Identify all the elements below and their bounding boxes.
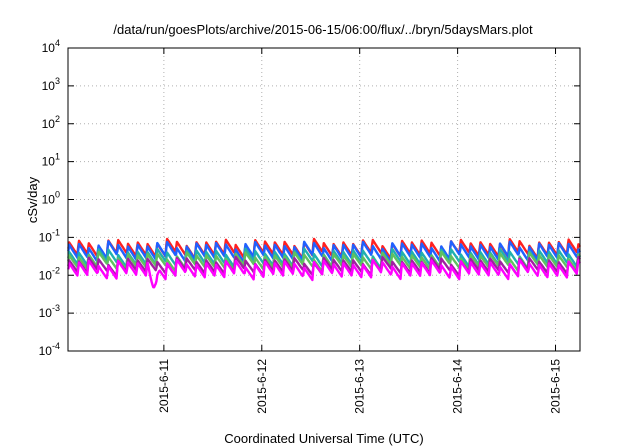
- gridlines: [68, 48, 580, 351]
- y-tick-label: 103: [42, 76, 60, 93]
- x-axis-label: Coordinated Universal Time (UTC): [224, 431, 423, 446]
- y-tick-label: 10-4: [39, 341, 60, 358]
- y-tick-label: 101: [42, 152, 60, 169]
- x-tick-label: 2015-6-13: [353, 359, 367, 414]
- y-tick-label: 100: [42, 190, 60, 207]
- series-line: [67, 237, 582, 261]
- series-line: [67, 258, 581, 289]
- y-axis-label: cSv/day: [25, 176, 40, 223]
- y-tick-label: 104: [42, 38, 60, 55]
- x-tick-label: 2015-6-15: [549, 359, 563, 414]
- series-line: [67, 250, 581, 273]
- y-tick-label: 10-3: [39, 303, 60, 320]
- y-axis: 10-4 10-3 10-2 10-1 100 101 102 103 104: [39, 38, 580, 358]
- series-line: [67, 240, 582, 264]
- series-line: [67, 255, 581, 278]
- y-tick-label: 102: [42, 114, 60, 131]
- chart-title: /data/run/goesPlots/archive/2015-06-15/0…: [113, 22, 533, 37]
- x-tick-label: 2015-6-12: [255, 359, 269, 414]
- x-axis: 2015-6-11 2015-6-12 2015-6-13 2015-6-14 2015…: [157, 48, 563, 414]
- y-tick-label: 10-2: [39, 265, 60, 282]
- x-tick-label: 2015-6-11: [157, 359, 171, 413]
- y-tick-label: 10-1: [39, 227, 60, 244]
- series-lines: [67, 237, 582, 289]
- x-tick-label: 2015-6-14: [451, 359, 465, 414]
